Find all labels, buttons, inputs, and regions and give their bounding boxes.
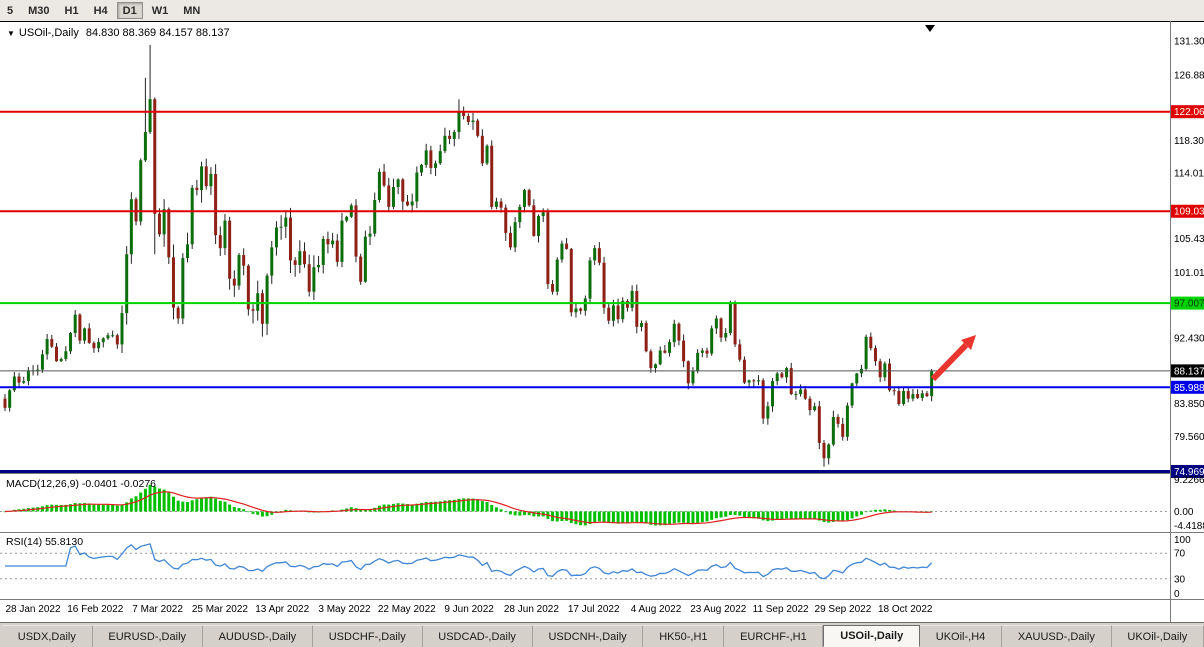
price-tag-109.03: 109.03 <box>1171 204 1204 218</box>
date-axis-label: 29 Sep 2022 <box>815 604 872 615</box>
symbol-tab-usdchf-daily[interactable]: USDCHF-,Daily <box>312 625 423 647</box>
date-axis-label: 3 May 2022 <box>318 604 371 615</box>
date-axis-label: 13 Apr 2022 <box>255 604 309 615</box>
timeframe-button-mn[interactable]: MN <box>177 2 206 19</box>
price-axis-label: 92.430 <box>1174 334 1204 345</box>
svg-text:88.137: 88.137 <box>1174 366 1204 377</box>
timeframe-toolbar: 5 M30 H1 H4 D1 W1 MN <box>0 0 1204 21</box>
symbol-tab-eurusd-daily[interactable]: EURUSD-,Daily <box>92 625 203 647</box>
symbol-tab-bar: USDX,Daily EURUSD-,Daily AUDUSD-,Daily USDC… <box>0 622 1204 647</box>
chart-ohlc-values: 84.830 88.369 84.157 88.137 <box>85 27 230 39</box>
symbol-tab-eurchf-h1[interactable]: EURCHF-,H1 <box>724 625 824 647</box>
timeframe-button-5[interactable]: 5 <box>1 2 19 19</box>
price-axis-label: 126.88 <box>1174 70 1204 81</box>
macd-axis-label: 9.2266 <box>1174 475 1204 486</box>
chart-canvas[interactable]: 122.06 109.03 97.007 88.137 85.988 74.969 131.… <box>0 21 1204 622</box>
price-axis-label: 131.30 <box>1174 37 1204 48</box>
macd-axis-label: 0.00 <box>1174 507 1194 518</box>
timeframe-button-h1[interactable]: H1 <box>59 2 85 19</box>
date-axis-label: 16 Feb 2022 <box>67 604 124 615</box>
timeframe-button-m30[interactable]: M30 <box>22 2 55 19</box>
svg-text:109.03: 109.03 <box>1174 207 1204 218</box>
macd-indicator-label: MACD(12,26,9) -0.0401 -0.0276 <box>6 478 156 490</box>
date-axis-label: 17 Jul 2022 <box>568 604 620 615</box>
rsi-axis-label: 30 <box>1174 574 1186 585</box>
date-axis-label: 22 May 2022 <box>378 604 436 615</box>
chart-dropdown-icon[interactable]: ▼ <box>7 29 15 38</box>
symbol-tab-usdx-daily[interactable]: USDX,Daily <box>2 625 93 647</box>
price-axis-label: 118.30 <box>1174 136 1204 147</box>
price-tag-122.06: 122.06 <box>1171 105 1204 119</box>
date-axis-label: 23 Aug 2022 <box>690 604 747 615</box>
rsi-axis-label: 0 <box>1174 589 1180 600</box>
symbol-tab-ukoil-daily[interactable]: UKOil-,Daily <box>1111 625 1204 647</box>
chart-area[interactable]: 122.06 109.03 97.007 88.137 85.988 74.969 131.… <box>0 21 1204 622</box>
date-axis-label: 7 Mar 2022 <box>132 604 183 615</box>
svg-text:97.007: 97.007 <box>1174 299 1204 310</box>
date-axis-label: 25 Mar 2022 <box>192 604 249 615</box>
rsi-axis-label: 100 <box>1174 535 1191 546</box>
macd-axis-label: -4.4188 <box>1174 521 1204 532</box>
date-axis-label: 11 Sep 2022 <box>753 604 809 615</box>
macd-signal-line <box>4 491 932 525</box>
chart-header: ▼ USOil-,Daily 84.830 88.369 84.157 88.137 <box>7 27 230 39</box>
date-axis-label: 28 Jun 2022 <box>504 604 559 615</box>
price-axis-label: 101.01 <box>1174 268 1204 279</box>
candles-layer[interactable] <box>3 44 934 467</box>
svg-text:74.969: 74.969 <box>1174 467 1204 478</box>
price-tag-85.988: 85.988 <box>1171 380 1204 394</box>
trend-arrow-annotation[interactable] <box>930 335 976 382</box>
rsi-indicator-label: RSI(14) 55.8130 <box>6 536 84 548</box>
svg-text:122.06: 122.06 <box>1174 107 1204 118</box>
svg-text:85.988: 85.988 <box>1174 383 1204 394</box>
price-tag-74.969: 74.969 <box>1171 464 1204 478</box>
price-axis-label: 105.43 <box>1174 234 1204 245</box>
chart-shift-marker-icon[interactable] <box>925 25 935 32</box>
date-axis-label: 28 Jan 2022 <box>5 604 60 615</box>
price-tag-97.007: 97.007 <box>1171 296 1204 310</box>
timeframe-button-d1[interactable]: D1 <box>116 2 143 19</box>
timeframe-button-h4[interactable]: H4 <box>88 2 114 19</box>
date-axis-label: 4 Aug 2022 <box>631 604 682 615</box>
symbol-tab-ukoil-h4[interactable]: UKOil-,H4 <box>920 625 1003 647</box>
price-axis-label: 83.850 <box>1174 399 1204 410</box>
rsi-line <box>5 543 933 580</box>
price-axis-label: 79.560 <box>1174 432 1204 443</box>
chart-symbol-label: USOil-,Daily <box>18 27 79 39</box>
symbol-tab-xauusd-daily[interactable]: XAUUSD-,Daily <box>1002 625 1112 647</box>
symbol-tab-usdcad-daily[interactable]: USDCAD-,Daily <box>422 625 533 647</box>
symbol-tab-usoil-daily[interactable]: USOil-,Daily <box>823 625 920 647</box>
symbol-tab-usdcnh-daily[interactable]: USDCNH-,Daily <box>532 625 644 647</box>
symbol-tab-audusd-daily[interactable]: AUDUSD-,Daily <box>202 625 313 647</box>
timeframe-button-w1[interactable]: W1 <box>146 2 175 19</box>
rsi-axis-label: 70 <box>1174 549 1186 560</box>
date-axis-label: 9 Jun 2022 <box>444 604 494 615</box>
date-axis-label: 18 Oct 2022 <box>878 604 933 615</box>
price-tag-88.137: 88.137 <box>1171 364 1204 378</box>
price-axis-label: 114.01 <box>1174 169 1204 180</box>
symbol-tab-hk50-h1[interactable]: HK50-,H1 <box>643 625 725 647</box>
